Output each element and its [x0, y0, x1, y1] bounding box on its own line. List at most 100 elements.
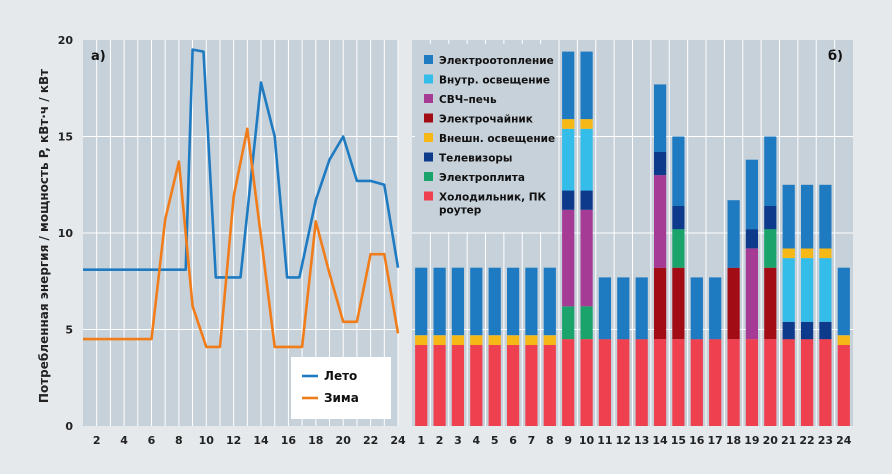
bar-segment-hour-11-s0: [598, 339, 611, 426]
bar-segment-hour-18-s10: [727, 200, 740, 268]
bar-segment-hour-22-s10: [801, 184, 814, 249]
bar-segment-hour-4-s10: [470, 267, 483, 336]
panel-b-legend-swatch: [424, 191, 433, 201]
panel-b-x-tick-label: 11: [597, 434, 612, 447]
bar-segment-hour-15-s7: [672, 206, 685, 230]
bar-segment-hour-10-s8: [580, 128, 593, 191]
bar-segment-hour-23-s9: [819, 248, 832, 259]
bar-segment-hour-9-s7: [562, 190, 575, 210]
bar-segment-hour-22-s7: [801, 321, 814, 340]
panel-b-x-tick-label: 22: [799, 434, 814, 447]
bar-segment-hour-8-s10: [543, 267, 556, 336]
panel-a-y-tick-label: 5: [65, 324, 73, 337]
panel-a-series-line-1: [83, 48, 400, 279]
panel-b-legend-swatch: [424, 94, 433, 103]
bar-segment-hour-9-s10: [562, 51, 575, 120]
panel-b-x-tick-label: 10: [579, 434, 595, 447]
bar-segment-hour-10-s9: [580, 119, 593, 129]
bar-segment-hour-17-s10: [709, 277, 722, 340]
panel-a-legend: Лето Зима: [291, 357, 391, 419]
bar-segment-hour-6-s0: [507, 344, 520, 426]
bar-segment-hour-10-s0: [580, 339, 593, 426]
panel-b-x-tick-label: 20: [763, 434, 779, 447]
panel-b-legend-label: Холодильник, ПК: [439, 192, 547, 204]
panel-a-y-tick-label: 10: [58, 227, 74, 240]
bar-segment-hour-23-s8: [819, 258, 832, 322]
bar-segment-hour-20-s10: [764, 136, 777, 206]
panel-a-x-tick-label: 12: [226, 434, 241, 447]
bar-segment-hour-5-s3: [488, 335, 501, 345]
panel-b-x-tick-label: 6: [509, 434, 517, 447]
bar-segment-hour-14-s0: [654, 339, 667, 426]
panel-b-x-tick-label: 4: [472, 434, 480, 447]
panel-b-x-tick-label: 3: [454, 434, 462, 447]
bar-segment-hour-16-s0: [690, 339, 703, 426]
y-axis-label: Потребленная энергия / мощность P, кВт·ч…: [37, 69, 51, 403]
bar-segment-hour-19-s6: [745, 248, 758, 340]
panel-b-x-tick-label: 15: [671, 434, 686, 447]
panel-a-x-tick-label: 14: [253, 434, 269, 447]
panel-a-y-tick-label: 15: [58, 131, 73, 144]
bar-segment-hour-21-s8: [782, 258, 795, 322]
panel-b-legend-label: Внутр. освещение: [439, 75, 550, 87]
panel-a-series: [83, 48, 400, 349]
panel-a-y-tick-label: 20: [58, 34, 74, 47]
bar-segment-hour-20-s4: [764, 267, 777, 340]
panel-b-x-tick-label: 1: [417, 434, 425, 447]
panel-b-x-tick-label: 24: [836, 434, 852, 447]
bar-segment-hour-11-s10: [598, 277, 611, 340]
bar-segment-hour-16-s10: [690, 277, 703, 340]
panel-a-x-tick-label: 24: [390, 434, 406, 447]
bar-segment-hour-24-s3: [837, 335, 850, 345]
bar-segment-hour-9-s8: [562, 128, 575, 191]
bar-segment-hour-17-s0: [709, 339, 722, 426]
panel-b-x-tick-label: 8: [546, 434, 554, 447]
bar-segment-hour-10-s6: [580, 209, 593, 307]
bar-segment-hour-2-s0: [433, 344, 446, 426]
panel-b-x-tick-label: 16: [689, 434, 705, 447]
bar-segment-hour-10-s1: [580, 306, 593, 340]
panel-a-legend-label: Лето: [324, 369, 357, 383]
bar-segment-hour-18-s0: [727, 339, 740, 426]
panel-b-x-ticks: 1 2 3 4 5 6 7 8 9 10 11 12 13 14 15 16 17 18 19 20 21 22 23 24: [417, 434, 851, 447]
bar-segment-hour-7-s3: [525, 335, 538, 345]
bar-segment-hour-20-s0: [764, 339, 777, 426]
panel-b-legend-swatch: [424, 152, 433, 162]
panel-b-legend-swatch: [424, 74, 433, 84]
bar-segment-hour-1-s0: [415, 344, 428, 426]
bar-segment-hour-15-s10: [672, 136, 685, 206]
bar-segment-hour-20-s5: [764, 229, 777, 268]
bar-segment-hour-3-s3: [451, 335, 464, 345]
panel-b-x-tick-label: 13: [634, 434, 649, 447]
bar-segment-hour-5-s0: [488, 344, 501, 426]
bar-segment-hour-22-s9: [801, 248, 814, 259]
panel-a-legend-label: Зима: [324, 391, 359, 405]
panel-b-legend-swatch: [424, 133, 433, 142]
panel-a-x-tick-label: 8: [175, 434, 183, 447]
bar-segment-hour-2-s10: [433, 267, 446, 336]
bar-segment-hour-9-s9: [562, 119, 575, 129]
panel-b-x-tick-label: 9: [564, 434, 572, 447]
bar-segment-hour-19-s10: [745, 159, 758, 230]
panel-a-x-tick-label: 4: [120, 434, 128, 447]
panel-a-series-line-2: [83, 127, 400, 349]
bar-segment-hour-6-s10: [507, 267, 520, 336]
panel-b-x-tick-label: 17: [708, 434, 723, 447]
bar-segment-hour-23-s7: [819, 321, 832, 340]
bar-segment-hour-21-s9: [782, 248, 795, 259]
bar-segment-hour-19-s7: [745, 229, 758, 249]
panel-b-legend-label: СВЧ–печь: [439, 94, 497, 106]
bar-segment-hour-23-s10: [819, 184, 832, 249]
bar-segment-hour-15-s5: [672, 229, 685, 268]
panel-b-label: б): [828, 49, 843, 64]
bar-segment-hour-13-s0: [635, 339, 648, 426]
bar-segment-hour-1-s10: [415, 267, 428, 336]
bar-segment-hour-1-s3: [415, 335, 428, 345]
bar-segment-hour-8-s0: [543, 344, 556, 426]
panel-b-x-tick-label: 18: [726, 434, 741, 447]
panel-a-x-tick-label: 20: [336, 434, 352, 447]
bar-segment-hour-8-s3: [543, 335, 556, 345]
bar-segment-hour-14-s7: [654, 151, 667, 176]
